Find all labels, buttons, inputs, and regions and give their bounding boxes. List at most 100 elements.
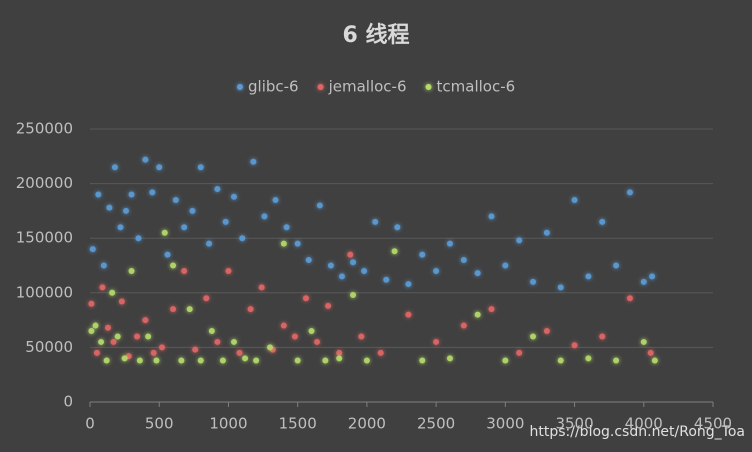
point	[128, 267, 135, 274]
point	[361, 267, 368, 274]
point	[302, 295, 309, 302]
point	[104, 324, 111, 331]
point	[543, 328, 550, 335]
point	[372, 218, 379, 225]
point	[647, 349, 654, 356]
y-tick-label: 100000	[16, 283, 73, 301]
x-tick-label: 3500	[555, 415, 593, 433]
point	[186, 306, 193, 313]
point	[613, 357, 620, 364]
point	[651, 357, 658, 364]
x-tick-label: 2000	[348, 415, 386, 433]
point	[640, 278, 647, 285]
point	[405, 281, 412, 288]
point	[99, 284, 106, 291]
point	[327, 262, 334, 269]
point	[649, 273, 656, 280]
point	[394, 224, 401, 231]
point	[377, 349, 384, 356]
point	[280, 322, 287, 329]
point	[161, 229, 168, 236]
point	[543, 229, 550, 236]
point	[280, 240, 287, 247]
point	[170, 306, 177, 313]
point	[488, 306, 495, 313]
point	[89, 246, 96, 253]
point	[219, 357, 226, 364]
point	[242, 355, 249, 362]
point	[314, 338, 321, 345]
point	[150, 349, 157, 356]
point	[350, 291, 357, 298]
series	[88, 229, 658, 364]
point	[474, 270, 481, 277]
point	[305, 257, 312, 264]
point	[121, 355, 128, 362]
point	[585, 355, 592, 362]
point	[433, 338, 440, 345]
point	[110, 338, 117, 345]
chart-title: 6 线程	[343, 22, 410, 48]
point	[117, 224, 124, 231]
point	[189, 207, 196, 214]
point	[134, 333, 141, 340]
x-tick-label: 1500	[279, 415, 317, 433]
point	[291, 333, 298, 340]
point	[571, 342, 578, 349]
point	[338, 273, 345, 280]
point	[111, 164, 118, 171]
point	[530, 278, 537, 285]
point	[181, 267, 188, 274]
legend-marker	[317, 84, 324, 90]
y-tick-label: 200000	[16, 174, 73, 192]
point	[214, 186, 221, 193]
point	[197, 357, 204, 364]
legend-label: glibc-6	[248, 78, 299, 96]
point	[222, 218, 229, 225]
point	[142, 156, 149, 163]
point	[93, 349, 100, 356]
point	[145, 333, 152, 340]
point	[88, 328, 95, 335]
point	[446, 355, 453, 362]
point	[294, 240, 301, 247]
point	[106, 204, 113, 211]
point	[488, 213, 495, 220]
point	[350, 259, 357, 266]
point	[149, 189, 156, 196]
point	[283, 224, 290, 231]
point	[95, 191, 102, 198]
point	[170, 262, 177, 269]
point	[114, 333, 121, 340]
y-tick-label: 0	[63, 393, 73, 411]
x-tick-label: 2500	[417, 415, 455, 433]
point	[118, 298, 125, 305]
point	[122, 207, 129, 214]
point	[206, 240, 213, 247]
point	[599, 218, 606, 225]
point	[103, 357, 110, 364]
point	[239, 235, 246, 242]
point	[516, 349, 523, 356]
y-tick-label: 250000	[16, 120, 73, 138]
legend: glibc-6 jemalloc-6 tcmalloc-6	[237, 78, 515, 96]
point	[502, 357, 509, 364]
point	[308, 328, 315, 335]
point	[599, 333, 606, 340]
point	[258, 284, 265, 291]
point	[363, 357, 370, 364]
point	[100, 262, 107, 269]
point	[208, 328, 215, 335]
point	[391, 248, 398, 255]
x-tick-label: 4000	[625, 415, 663, 433]
point	[460, 322, 467, 329]
point	[358, 333, 365, 340]
y-tick-label: 50000	[25, 338, 73, 356]
point	[156, 164, 163, 171]
point	[336, 355, 343, 362]
point	[640, 338, 647, 345]
point	[405, 311, 412, 318]
x-tick-label: 3000	[486, 415, 524, 433]
series	[88, 251, 654, 360]
